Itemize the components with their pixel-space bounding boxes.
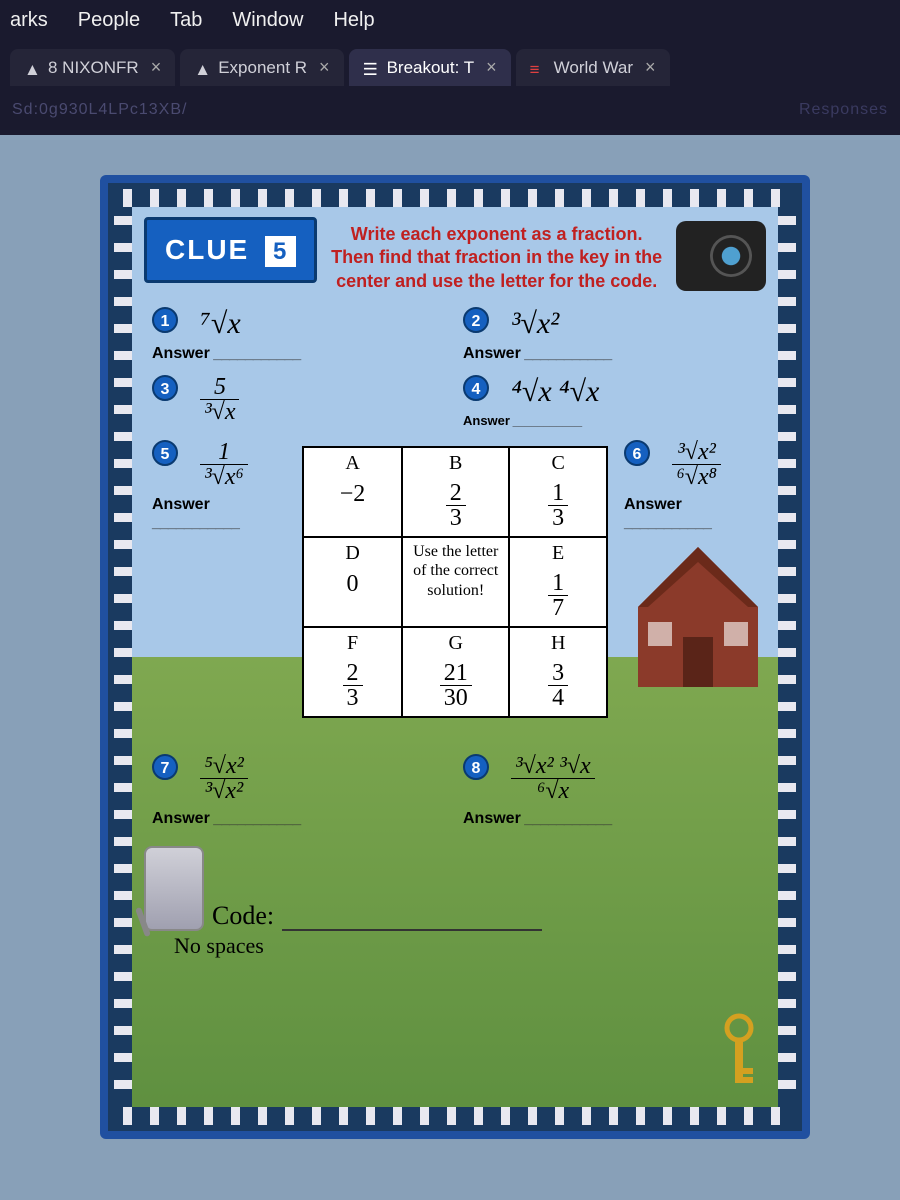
no-spaces-hint: No spaces [174,933,766,959]
problem-8: 8 ³√x² ³√x⁶√x Answer [455,750,766,836]
tab-favicon-icon: ▲ [24,60,40,76]
tab-label: Breakout: T [387,58,475,78]
key-cell-mid: Use the letter of the correct solution! [402,537,509,627]
phone-icon [144,846,204,931]
key-cell-D: D0 [303,537,402,627]
menu-item[interactable]: Tab [170,9,202,32]
problem-6: 6 ³√x²⁶√x⁸ Answer [616,436,766,730]
math-expression: ³√x² ³√x⁶√x [511,754,594,806]
problem-number-badge: 1 [152,307,178,333]
url-fragment-right: Responses [799,101,888,119]
key-cell-A: A−2 [303,447,402,537]
camera-icon [676,221,766,291]
menu-item[interactable]: People [78,9,140,32]
tab-label: 8 NIXONFR [48,58,139,78]
tab-favicon-icon: ☰ [363,60,379,76]
problem-3: 3 5³√x [144,371,455,436]
browser-tabstrip: ▲ 8 NIXONFR × ▲ Exponent R × ☰ Breakout:… [0,40,900,95]
browser-tab[interactable]: ≡ World War × [516,49,670,86]
macos-menubar: arks People Tab Window Help [0,0,900,40]
tab-label: World War [554,58,633,78]
browser-tab-active[interactable]: ☰ Breakout: T × [349,49,511,86]
browser-tab[interactable]: ▲ 8 NIXONFR × [10,49,175,86]
worksheet-border: CLUE 5 Write each exponent as a fraction… [100,175,810,1139]
math-expression: ³√x² [511,307,559,341]
answer-label[interactable]: Answer [463,345,758,363]
key-cell-B: B23 [402,447,509,537]
problem-number-badge: 8 [463,754,489,780]
math-expression: ⁷√x [200,307,240,341]
answer-label[interactable]: Answer [152,810,447,828]
key-cell-F: F23 [303,627,402,717]
math-expression: ³√x²⁶√x⁸ [672,440,721,492]
code-entry-row: Code: [144,846,766,931]
problem-1: 1 ⁷√x Answer [144,303,455,371]
answer-label[interactable]: Answer [152,496,286,532]
tab-favicon-icon: ≡ [530,60,546,76]
key-cell-C: C13 [509,447,607,537]
clue-label: CLUE [165,234,249,265]
clue-badge: CLUE 5 [144,217,317,283]
math-expression: ⁴√x ⁴√x [511,375,599,409]
menu-item[interactable]: Help [333,9,374,32]
close-icon[interactable]: × [645,57,656,78]
problem-7: 7 ⁵√x²³√x² Answer [144,750,455,836]
code-label: Code: [212,901,274,931]
answer-label[interactable]: Answer [463,413,758,428]
page-content: CLUE 5 Write each exponent as a fraction… [0,135,900,1200]
problem-5: 5 1³√x⁶ Answer [144,436,294,730]
menu-item[interactable]: arks [10,9,48,32]
close-icon[interactable]: × [486,57,497,78]
key-cell-E: E17 [509,537,607,627]
close-icon[interactable]: × [151,57,162,78]
problem-number-badge: 6 [624,440,650,466]
problem-2: 2 ³√x² Answer [455,303,766,371]
problem-4: 4 ⁴√x ⁴√x Answer [455,371,766,436]
answer-label[interactable]: Answer [463,810,758,828]
problem-number-badge: 3 [152,375,178,401]
key-table-cell: A−2 B23 C13 D0 Use the letter of the cor… [294,436,616,730]
url-fragment: Sd:0g930L4LPc13XB/ [12,101,187,118]
menu-item[interactable]: Window [232,9,303,32]
worksheet: CLUE 5 Write each exponent as a fraction… [132,207,778,1107]
math-expression: ⁵√x²³√x² [200,754,247,806]
problem-number-badge: 4 [463,375,489,401]
tab-favicon-icon: ▲ [194,60,210,76]
close-icon[interactable]: × [319,57,330,78]
math-expression: 1³√x⁶ [200,440,247,492]
code-input-line[interactable] [282,901,542,931]
instructions-text: Write each exponent as a fraction. Then … [329,217,664,293]
key-icon [714,1013,764,1093]
key-cell-G: G2130 [402,627,509,717]
clue-number: 5 [265,236,296,267]
problem-number-badge: 7 [152,754,178,780]
answer-label[interactable]: Answer [152,345,447,363]
answer-label[interactable]: Answer [624,496,758,532]
browser-tab[interactable]: ▲ Exponent R × [180,49,343,86]
problem-number-badge: 5 [152,440,178,466]
math-expression: 5³√x [200,375,239,427]
letter-key-table: A−2 B23 C13 D0 Use the letter of the cor… [302,446,608,718]
problem-number-badge: 2 [463,307,489,333]
url-fragment-row: Sd:0g930L4LPc13XB/ Responses [0,95,900,135]
key-cell-H: H34 [509,627,607,717]
tab-label: Exponent R [218,58,307,78]
